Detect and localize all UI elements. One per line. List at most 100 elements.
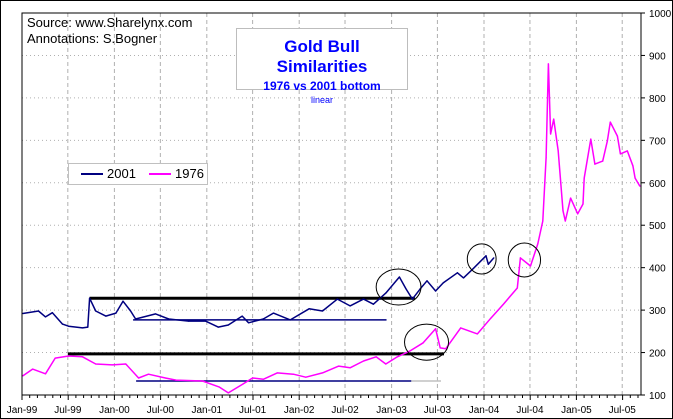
chart-subtitle: 1976 vs 2001 bottom [263, 79, 381, 93]
data-point-1976 [67, 355, 70, 357]
data-point-1976 [529, 265, 532, 267]
data-point-2001 [272, 312, 274, 314]
data-point-1976 [375, 356, 377, 358]
legend-swatch-2001 [81, 172, 103, 175]
data-point-2001 [321, 310, 324, 312]
x-tick-label: Jul-03 [424, 405, 452, 416]
annotations-credit: Annotations: S.Bogner [27, 31, 158, 46]
data-point-2001 [61, 323, 64, 325]
data-point-2001 [493, 257, 495, 259]
data-point-1976 [537, 243, 539, 245]
data-point-1976 [362, 360, 365, 362]
series-line-1976 [22, 63, 641, 394]
x-tick-label: Jul-02 [331, 405, 359, 416]
x-tick-label: Jul-05 [609, 405, 637, 416]
scale-label: linear [310, 95, 333, 105]
y-tick-label: 600 [649, 179, 666, 190]
data-point-2001 [398, 276, 401, 278]
data-point-1976 [32, 368, 34, 370]
data-point-1976 [292, 373, 294, 375]
data-point-1976 [44, 373, 47, 375]
data-point-1976 [54, 357, 56, 359]
data-point-1976 [609, 121, 611, 123]
data-point-1976 [111, 364, 113, 366]
data-point-1976 [519, 257, 521, 259]
data-point-2001 [154, 313, 157, 315]
legend: 2001 1976 [68, 163, 208, 185]
source-label: Source: www.Sharelynx.com [27, 15, 193, 30]
data-point-2001 [456, 272, 459, 274]
y-tick-label: 900 [649, 51, 666, 62]
data-point-1976 [445, 348, 447, 350]
data-point-1976 [396, 356, 399, 358]
data-point-1976 [95, 363, 97, 365]
data-point-1976 [276, 372, 278, 374]
y-tick-label: 1000 [649, 9, 672, 20]
data-point-1976 [632, 165, 634, 167]
x-tick-label: Jul-01 [239, 405, 267, 416]
data-point-2001 [426, 280, 428, 282]
data-point-1976 [242, 383, 244, 385]
data-point-1976 [616, 135, 619, 137]
data-point-2001 [247, 322, 250, 324]
y-tick-label: 700 [649, 136, 666, 147]
y-tick-label: 100 [649, 391, 666, 402]
data-point-1976 [252, 377, 254, 379]
data-point-1976 [502, 303, 505, 305]
data-point-1976 [349, 367, 351, 369]
data-point-1976 [164, 377, 166, 379]
data-point-2001 [168, 318, 170, 320]
data-point-1976 [218, 386, 220, 388]
data-point-2001 [51, 312, 53, 314]
annotation-circle [507, 242, 542, 278]
data-point-1976 [147, 373, 150, 375]
data-point-1976 [602, 160, 604, 162]
data-point-1976 [305, 376, 307, 378]
data-point-2001 [44, 316, 47, 318]
x-tick-label: Jul-00 [147, 405, 175, 416]
data-point-1976 [562, 210, 564, 212]
data-point-1976 [321, 372, 324, 374]
data-point-2001 [487, 263, 489, 265]
x-tick-label: Jan-03 [376, 405, 407, 416]
data-point-2001 [485, 255, 487, 257]
data-point-1976 [545, 157, 547, 159]
data-point-1976 [542, 220, 544, 222]
data-point-2001 [462, 277, 465, 279]
data-point-2001 [67, 325, 70, 327]
data-point-1976 [422, 342, 424, 344]
data-point-2001 [122, 300, 124, 302]
data-point-2001 [37, 310, 40, 312]
x-tick-label: Jul-04 [516, 405, 544, 416]
data-point-1976 [634, 177, 636, 179]
data-point-2001 [87, 326, 89, 328]
y-tick-label: 400 [649, 264, 666, 275]
data-point-2001 [385, 292, 387, 294]
legend-item-2001: 2001 [81, 166, 136, 181]
data-point-1976 [547, 63, 549, 65]
data-point-2001 [81, 327, 84, 329]
data-point-1976 [125, 363, 127, 365]
y-tick-label: 300 [649, 306, 666, 317]
data-point-1976 [583, 177, 585, 179]
data-point-1976 [175, 379, 177, 381]
data-point-1976 [490, 317, 492, 319]
data-point-2001 [95, 310, 97, 312]
data-point-1976 [639, 185, 641, 187]
y-tick-label: 200 [649, 349, 666, 360]
data-point-2001 [217, 326, 219, 328]
data-point-2001 [372, 303, 374, 305]
data-point-2001 [188, 320, 190, 322]
data-point-2001 [405, 288, 407, 290]
x-tick-label: Jan-01 [192, 405, 223, 416]
annotation-circle [466, 243, 497, 275]
data-point-2001 [336, 298, 339, 300]
data-point-2001 [442, 282, 444, 284]
data-point-1976 [619, 153, 622, 155]
x-tick-label: Jan-04 [469, 405, 500, 416]
annotation-circle [375, 268, 422, 306]
data-point-1976 [550, 133, 552, 135]
legend-label-2001: 2001 [107, 166, 136, 181]
series-line-2001 [22, 255, 495, 329]
